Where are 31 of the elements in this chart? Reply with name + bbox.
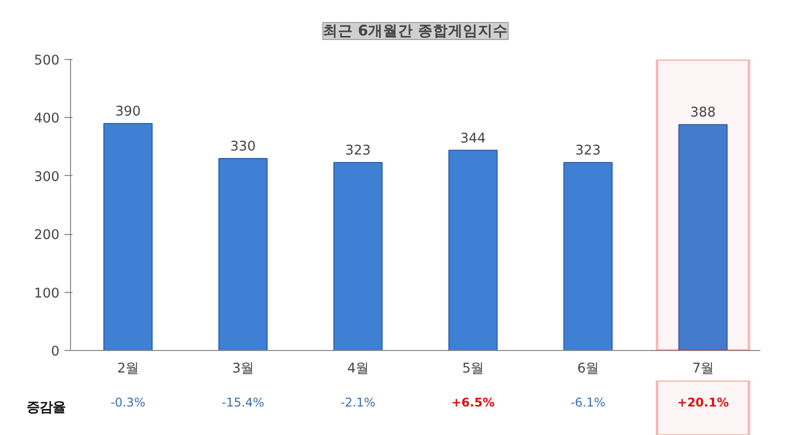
y-tick-label: 500 [34,54,60,68]
x-tick-label: 4월 [347,362,369,376]
bar [563,162,613,350]
text: +6.5% [451,396,495,410]
x-tick-label: 3월 [232,362,254,376]
text: +20.1% [677,396,729,410]
x-tick-label: 6월 [577,362,599,376]
x-tick-label: 5월 [462,362,484,376]
y-tick-label: 400 [34,112,60,127]
text: -6.1% [570,396,606,410]
y-tick-label: 300 [34,170,60,185]
y-tick-label: 100 [34,286,60,302]
data-label: 330 [230,139,256,154]
text: -15.4% [222,396,264,410]
data-label: 344 [460,131,486,146]
y-tick-label: 200 [34,228,60,244]
x-tick-label: 7월 [692,362,714,376]
data-label: 323 [345,144,371,159]
data-label: 390 [115,104,141,120]
data-label: 388 [690,106,716,121]
bar [103,123,153,350]
text: -2.1% [340,396,376,410]
text: -0.3% [110,396,146,410]
bar [333,162,383,350]
y-tick-label: 0 [51,344,60,360]
text: 증감율 [26,400,66,416]
data-label: 323 [575,144,601,159]
bar [448,150,498,350]
bar [218,158,268,350]
chart-title: 최근 6개월간 종합게임지수 [322,22,508,40]
x-tick-label: 2월 [117,362,139,376]
